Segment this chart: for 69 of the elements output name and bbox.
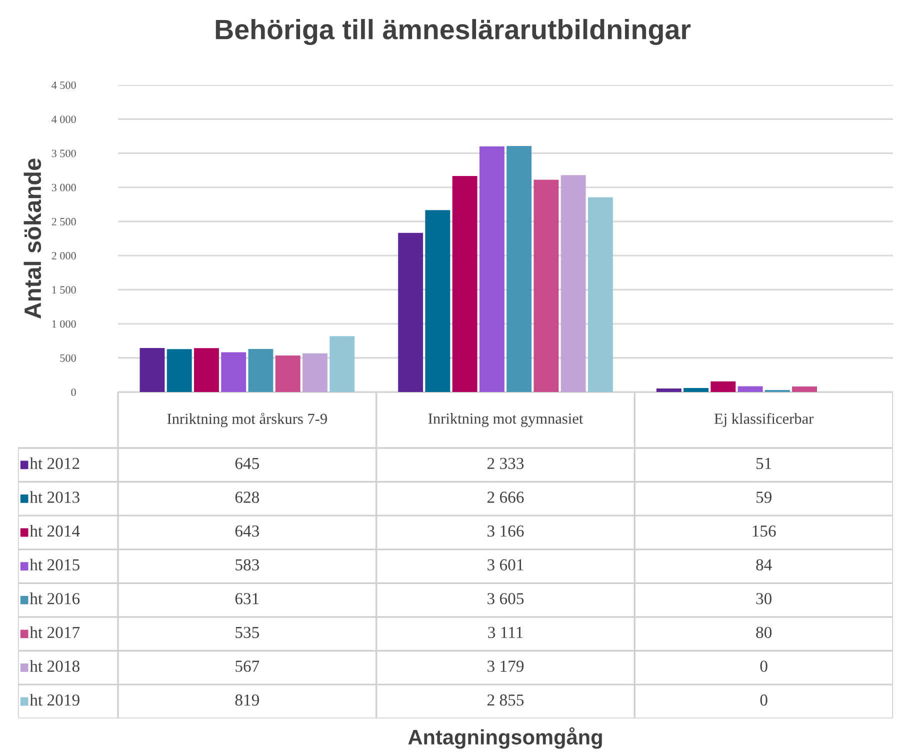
bar — [506, 146, 532, 392]
data-label: 643 — [235, 525, 260, 537]
data-label: 0 — [760, 694, 768, 706]
bar — [221, 352, 246, 392]
legend-label: ht 2017 — [30, 626, 80, 638]
data-label: 0 — [760, 660, 768, 672]
data-label: 84 — [756, 559, 772, 570]
bar — [452, 176, 478, 392]
x-tick-label: Inriktning mot årskurs 7-9 — [167, 412, 327, 428]
legend-label: ht 2013 — [30, 491, 80, 503]
x-tick-label: Inriktning mot gymnasiet — [428, 413, 584, 427]
data-label: 631 — [235, 593, 259, 604]
y-tick-label: 3 000 — [52, 184, 76, 192]
y-tick-label: 2 500 — [52, 218, 76, 226]
data-label: 645 — [235, 458, 260, 470]
data-label: 3 166 — [488, 525, 524, 537]
bar — [792, 386, 817, 392]
legend-label: ht 2016 — [30, 592, 80, 604]
chart-title: Behöriga till ämneslärarutbildningar — [216, 18, 691, 46]
data-label: 2 666 — [487, 492, 524, 503]
x-tick-label: Ej klassificerbar — [714, 412, 814, 428]
y-tick-label: 2 000 — [52, 252, 76, 260]
data-label: 3 179 — [488, 660, 524, 672]
legend-label: ht 2014 — [30, 524, 80, 537]
bar — [194, 348, 219, 392]
y-tick-label: 4 500 — [52, 81, 76, 89]
data-label: 30 — [756, 593, 772, 604]
bar — [588, 197, 613, 392]
data-label: 583 — [236, 559, 260, 570]
bar — [398, 232, 424, 392]
y-tick-label: 3 500 — [52, 150, 76, 158]
bar — [302, 353, 328, 392]
bar — [710, 381, 736, 392]
legend-label: ht 2015 — [30, 558, 80, 570]
data-label: 3 111 — [488, 626, 523, 638]
data-label: 567 — [236, 660, 260, 672]
bar — [479, 146, 504, 392]
bar — [166, 349, 192, 392]
data-label: 2 855 — [487, 694, 524, 706]
bar — [248, 348, 274, 392]
data-label: 156 — [752, 525, 776, 537]
legend-label: ht 2012 — [30, 457, 80, 470]
bar — [534, 180, 559, 392]
data-label: 535 — [236, 626, 260, 638]
bar — [330, 336, 355, 392]
data-label: 2 333 — [487, 458, 524, 470]
bar — [684, 388, 708, 392]
data-label: 3 601 — [488, 559, 524, 570]
legend-label: ht 2019 — [30, 694, 80, 706]
y-tick-label: 4 000 — [52, 116, 76, 124]
bar — [656, 388, 682, 392]
data-label: 628 — [235, 492, 260, 503]
text: Antagningsomgång — [408, 727, 602, 749]
bar — [560, 175, 586, 392]
y-tick-label: 500 — [60, 354, 76, 362]
data-label: 51 — [756, 458, 772, 470]
bar — [738, 386, 763, 392]
bar — [275, 356, 300, 392]
y-tick-label: 1 500 — [52, 286, 76, 294]
bar — [425, 210, 450, 392]
y-tick-label: 1 000 — [52, 320, 76, 328]
bar — [140, 348, 165, 392]
y-axis-title: Antal sökande — [24, 158, 42, 319]
data-label: 819 — [235, 694, 259, 706]
data-label: 59 — [756, 492, 772, 503]
y-tick-label: 0 — [71, 388, 76, 396]
legend-label: ht 2018 — [30, 660, 80, 672]
data-label: 3 605 — [488, 593, 524, 604]
data-label: 80 — [756, 626, 772, 638]
